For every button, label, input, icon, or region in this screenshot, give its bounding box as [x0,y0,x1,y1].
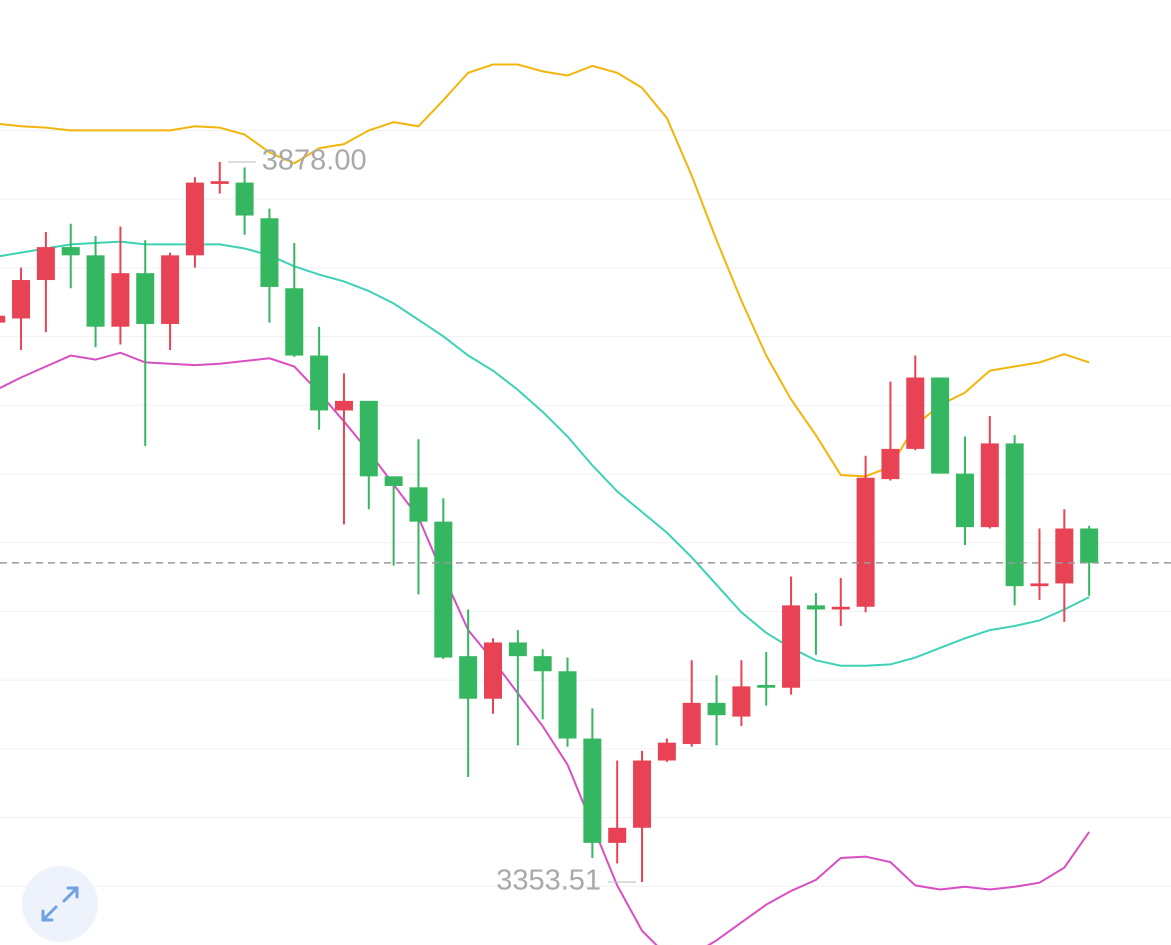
candle-body [508,642,527,657]
candle-body [558,671,577,739]
candle-body [334,400,353,411]
candle-body [0,315,6,323]
band-line [0,240,1090,667]
candle-body [111,273,130,327]
candle-body [782,605,801,688]
high-label: 3878.00 [262,145,367,177]
candle-body [906,377,925,449]
candle-body [86,255,105,327]
candle-body [136,273,155,324]
expand-icon[interactable] [41,886,79,922]
candle-body [260,218,279,287]
candle-body [633,760,652,828]
candle-body [161,255,180,324]
candle-body [434,521,453,658]
candle-body [856,477,875,607]
candle-body [707,702,726,716]
candle-body [210,181,229,184]
candle-body [955,473,974,528]
candle-body [359,400,378,477]
candle-body [980,443,999,528]
band-line [0,351,1090,945]
candle-body [533,656,552,672]
candle-body [1030,583,1049,587]
candle-body [757,685,776,688]
low-label: 3353.51 [496,865,601,897]
candle-body [608,827,627,843]
expand-bg[interactable] [22,866,98,942]
candle-body [61,247,80,256]
candle-body [12,280,31,319]
candle-body [235,182,254,216]
candle-body [583,738,602,843]
candle-body [285,288,304,356]
candle-body [732,686,751,717]
candle-body [831,606,850,610]
candle-body [185,182,204,256]
candle-body [36,247,55,281]
candle-body [1005,443,1024,587]
annotations: 3878.00 3353.51 [227,145,637,897]
candle-body [459,656,478,699]
candle-body [484,642,502,699]
candle-body [310,355,329,411]
candle-body [806,605,825,610]
candle-body [409,487,428,522]
expand-button[interactable] [22,866,98,942]
candles [0,161,1171,882]
bands [0,63,1090,945]
candle-body [682,702,701,745]
candle-body [881,448,900,480]
candle-body [1055,528,1074,584]
candle-body [1080,528,1099,563]
candle-body [931,377,950,474]
candle-body [657,742,676,761]
candle-body [384,476,403,486]
